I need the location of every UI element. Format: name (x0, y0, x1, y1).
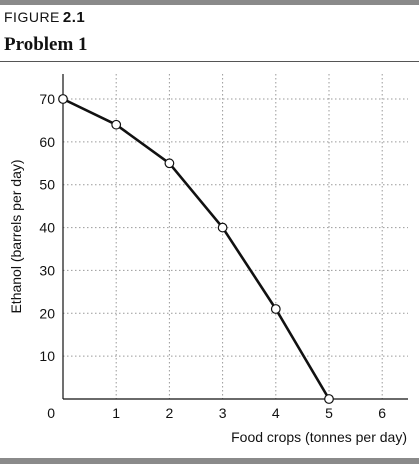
x-tick-label: 4 (272, 405, 280, 421)
figure-title: Problem 1 (4, 34, 88, 55)
axis-labels: Food crops (tonnes per day) Ethanol (barr… (8, 159, 407, 445)
data-point (324, 394, 334, 404)
y-tick-label: 60 (39, 134, 55, 150)
header-rule (0, 61, 419, 62)
data-point (217, 222, 228, 233)
y-tick-label: 20 (39, 305, 55, 321)
origin-label: 0 (47, 405, 55, 421)
data-point (164, 158, 175, 169)
y-tick-label: 30 (39, 262, 55, 278)
x-tick-label: 2 (166, 405, 174, 421)
axes (62, 74, 408, 400)
y-tick-label: 70 (39, 91, 55, 107)
data-point (111, 119, 122, 130)
bottom-rule (0, 458, 419, 464)
figure-number: 2.1 (62, 9, 86, 26)
y-tick-label: 50 (39, 177, 55, 193)
series (58, 94, 334, 404)
chart: 10 20 30 40 50 60 70 0 1 2 3 4 5 6 Food crops (tonnes… (8, 74, 408, 445)
figure-label-text: FIGURE (4, 9, 60, 25)
series-line (62, 97, 331, 400)
tick-labels: 10 20 30 40 50 60 70 0 1 2 3 4 5 6 (39, 91, 386, 421)
y-tick-label: 10 (39, 348, 55, 364)
x-tick-label: 5 (325, 405, 333, 421)
x-tick-label: 3 (219, 405, 227, 421)
data-point (58, 94, 68, 104)
y-tick-label: 40 (39, 220, 55, 236)
y-axis-label: Ethanol (barrels per day) (8, 159, 24, 313)
data-point (270, 304, 281, 314)
figure-label: FIGURE 2.1 (4, 9, 85, 26)
top-rule (0, 0, 419, 5)
x-axis-label: Food crops (tonnes per day) (231, 429, 407, 445)
x-tick-label: 6 (378, 405, 386, 421)
x-tick-label: 1 (112, 405, 120, 421)
grid (63, 74, 408, 399)
